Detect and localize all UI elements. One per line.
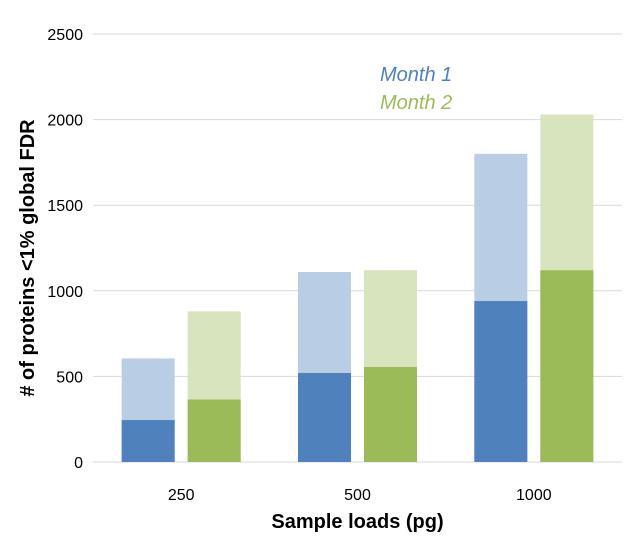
y-tick-label: 1000 <box>47 284 83 301</box>
y-axis-ticks: 0 500 1000 1500 2000 2500 <box>47 27 83 472</box>
bar-base-month-1 <box>298 372 351 462</box>
y-tick-label: 0 <box>74 455 83 472</box>
x-tick-label: 250 <box>168 487 195 504</box>
x-tick-label: 500 <box>344 487 371 504</box>
y-tick-label: 1500 <box>47 198 83 215</box>
legend-month-1: Month 1 <box>380 64 452 86</box>
legend-month-2: Month 2 <box>380 92 452 114</box>
x-tick-label: 1000 <box>516 487 552 504</box>
bar-base-month-2 <box>364 366 417 462</box>
y-tick-label: 2000 <box>47 113 83 130</box>
x-axis-title: Sample loads (pg) <box>271 511 443 533</box>
gridlines <box>93 33 622 463</box>
y-tick-label: 500 <box>56 369 83 386</box>
bar-base-month-2 <box>540 270 594 462</box>
y-axis-title: # of proteins <1% global FDR <box>17 119 39 397</box>
bar-base-month-1 <box>474 301 528 462</box>
bar-base-month-2 <box>187 399 241 462</box>
bar-base-month-1 <box>121 420 175 462</box>
bars <box>121 114 594 463</box>
y-tick-label: 2500 <box>47 27 83 44</box>
x-axis-ticks: 250 500 1000 <box>168 487 552 504</box>
